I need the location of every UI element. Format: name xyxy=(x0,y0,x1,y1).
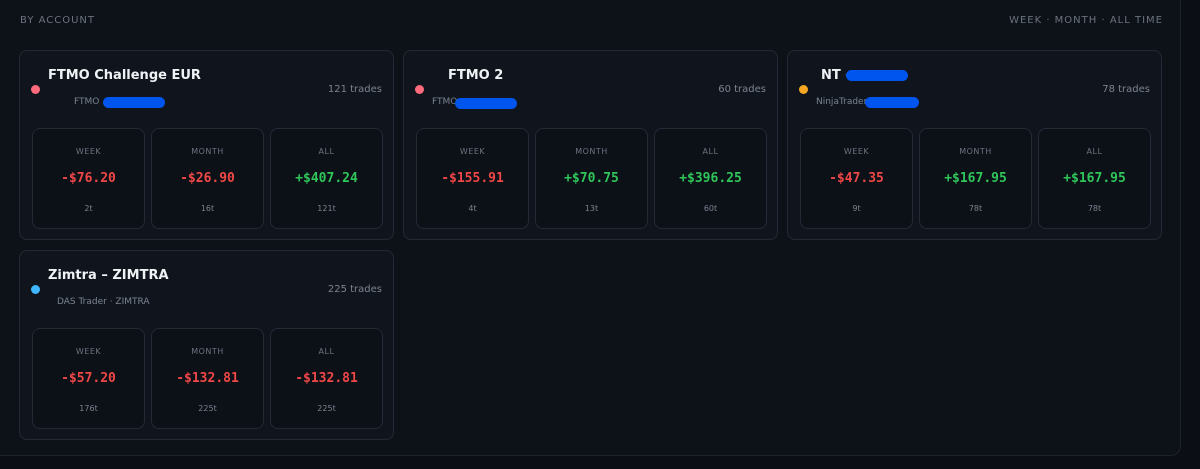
stat-value: -$47.35 xyxy=(829,171,884,186)
stat-value: -$132.81 xyxy=(176,371,239,386)
account-broker: DAS Trader · ZIMTRA xyxy=(57,297,150,307)
stat-count: 121t xyxy=(317,204,336,213)
stat-month: MONTH +$167.95 78t xyxy=(919,128,1032,229)
stat-value: -$76.20 xyxy=(61,171,116,186)
stat-label: WEEK xyxy=(75,347,102,356)
stat-value: -$155.91 xyxy=(441,171,504,186)
stat-count: 2t xyxy=(84,204,93,213)
redaction-mark xyxy=(103,97,165,108)
status-dot xyxy=(415,85,424,94)
account-card-ftmo-challenge-eur[interactable]: FTMO Challenge EUR FTMO 121 trades WEEK … xyxy=(19,50,394,240)
stat-count: 176t xyxy=(79,404,98,413)
account-card-zimtra[interactable]: Zimtra – ZIMTRA DAS Trader · ZIMTRA 225 … xyxy=(19,250,394,440)
trade-count: 225 trades xyxy=(327,284,382,295)
stat-count: 16t xyxy=(200,204,215,213)
stat-count: 4t xyxy=(468,204,477,213)
stat-label: MONTH xyxy=(959,147,992,156)
stat-all: ALL +$407.24 121t xyxy=(270,128,383,229)
stat-value: +$167.95 xyxy=(1063,171,1126,186)
stat-value: +$396.25 xyxy=(679,171,742,186)
account-broker: FTMO xyxy=(432,97,458,107)
redaction-mark xyxy=(865,97,919,108)
accounts-panel: BY ACCOUNT WEEK · MONTH · ALL TIME FTMO … xyxy=(0,0,1181,456)
stat-all: ALL -$132.81 225t xyxy=(270,328,383,429)
account-name: FTMO 2 xyxy=(448,68,504,83)
stat-value: -$132.81 xyxy=(295,371,358,386)
stat-label: ALL xyxy=(702,147,719,156)
stat-value: +$407.24 xyxy=(295,171,358,186)
trade-count: 121 trades xyxy=(327,84,382,95)
stat-count: 9t xyxy=(852,204,861,213)
account-broker: FTMO xyxy=(74,97,100,107)
stat-label: ALL xyxy=(318,347,335,356)
stat-count: 78t xyxy=(968,204,983,213)
stat-value: -$57.20 xyxy=(61,371,116,386)
stat-all: ALL +$396.25 60t xyxy=(654,128,767,229)
stat-value: +$70.75 xyxy=(564,171,619,186)
stat-month: MONTH -$132.81 225t xyxy=(151,328,264,429)
time-range-label[interactable]: WEEK · MONTH · ALL TIME xyxy=(1009,15,1163,26)
stat-all: ALL +$167.95 78t xyxy=(1038,128,1151,229)
stat-label: WEEK xyxy=(75,147,102,156)
stat-count: 13t xyxy=(584,204,599,213)
stat-value: -$26.90 xyxy=(180,171,235,186)
stat-week: WEEK -$155.91 4t xyxy=(416,128,529,229)
status-dot xyxy=(31,285,40,294)
stat-week: WEEK -$47.35 9t xyxy=(800,128,913,229)
stat-label: MONTH xyxy=(575,147,608,156)
account-card-nt[interactable]: NT – NinjaTrader 78 trades WEEK -$47.35 … xyxy=(787,50,1162,240)
stat-label: WEEK xyxy=(459,147,486,156)
stat-label: WEEK xyxy=(843,147,870,156)
trade-count: 78 trades xyxy=(1102,84,1150,95)
account-broker: NinjaTrader xyxy=(816,97,868,107)
redaction-mark xyxy=(846,70,908,81)
stat-month: MONTH +$70.75 13t xyxy=(535,128,648,229)
stat-label: MONTH xyxy=(191,347,224,356)
stat-week: WEEK -$76.20 2t xyxy=(32,128,145,229)
stat-count: 60t xyxy=(703,204,718,213)
stat-label: MONTH xyxy=(191,147,224,156)
section-title: BY ACCOUNT xyxy=(20,15,96,26)
status-dot xyxy=(31,85,40,94)
stat-label: ALL xyxy=(1086,147,1103,156)
stat-value: +$167.95 xyxy=(944,171,1007,186)
stat-week: WEEK -$57.20 176t xyxy=(32,328,145,429)
account-name: FTMO Challenge EUR xyxy=(48,68,201,83)
stat-count: 225t xyxy=(317,404,336,413)
stat-month: MONTH -$26.90 16t xyxy=(151,128,264,229)
trade-count: 60 trades xyxy=(718,84,766,95)
stat-count: 78t xyxy=(1087,204,1102,213)
account-card-ftmo-2[interactable]: FTMO 2 FTMO 60 trades WEEK -$155.91 4t M… xyxy=(403,50,778,240)
redaction-mark xyxy=(455,98,517,109)
stat-count: 225t xyxy=(198,404,217,413)
account-name: NT – xyxy=(821,68,852,83)
account-name: Zimtra – ZIMTRA xyxy=(48,268,169,283)
status-dot xyxy=(799,85,808,94)
stat-label: ALL xyxy=(318,147,335,156)
